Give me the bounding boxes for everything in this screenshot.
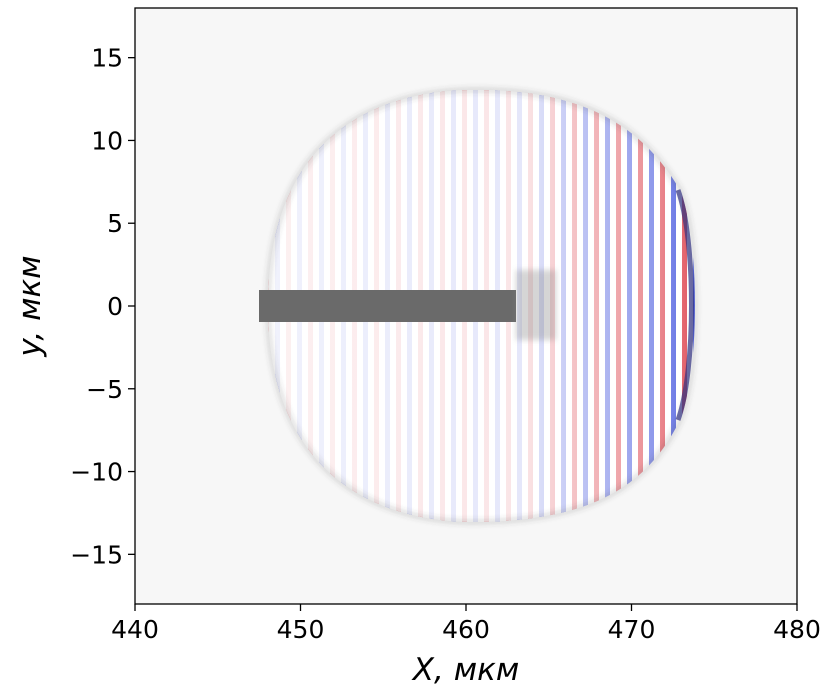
- x-tick-label: 440: [111, 615, 159, 644]
- x-tick-label: 480: [773, 615, 821, 644]
- front: [675, 189, 694, 421]
- plot-area: [134, 7, 798, 605]
- y-tick-label: 15: [91, 44, 123, 73]
- y-tick-label: 0: [107, 292, 123, 321]
- y-tick-label: −15: [70, 540, 123, 569]
- channel: [259, 290, 516, 322]
- y-tick-label: 10: [91, 126, 123, 155]
- x-tick-label: 460: [442, 615, 490, 644]
- y-tick-label: −10: [70, 458, 123, 487]
- channel-tip: [516, 270, 556, 340]
- shell: [266, 88, 696, 524]
- x-tick-label: 450: [277, 615, 325, 644]
- y-tick-label: 5: [107, 209, 123, 238]
- y-tick-label: −5: [86, 375, 123, 404]
- x-axis-label: X, мкм: [411, 652, 519, 688]
- y-axis-label: y, мкм: [12, 255, 48, 357]
- x-tick-label: 470: [608, 615, 656, 644]
